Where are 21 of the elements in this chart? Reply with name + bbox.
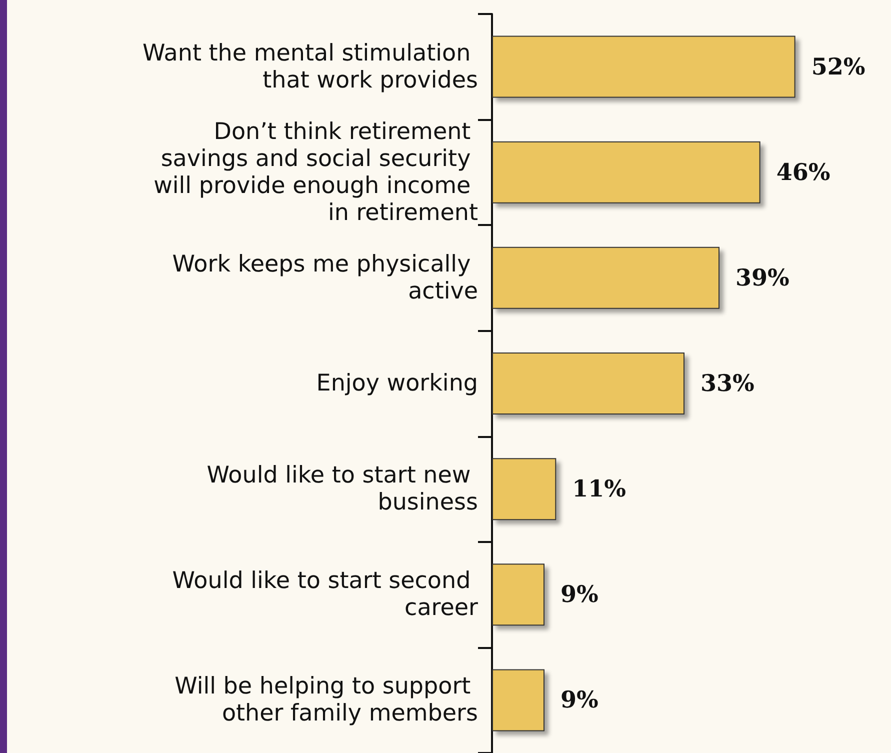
y-tick-label: Work keeps me physically active bbox=[172, 251, 478, 304]
data-label: 9% bbox=[560, 686, 599, 714]
bar bbox=[492, 458, 556, 520]
data-label: 39% bbox=[736, 264, 790, 292]
bar bbox=[492, 352, 684, 414]
data-label: 33% bbox=[700, 370, 755, 397]
bar bbox=[492, 246, 720, 309]
data-label: 9% bbox=[560, 581, 599, 608]
y-tick-label: Enjoy working bbox=[316, 370, 478, 396]
bar bbox=[492, 141, 760, 204]
data-label: 46% bbox=[776, 158, 830, 186]
y-tick-label: Will be helping to support other family members bbox=[174, 674, 478, 727]
y-tick-label: Would like to start new business bbox=[206, 462, 478, 516]
bar bbox=[492, 669, 544, 732]
y-tick-label: Would like to start second career bbox=[172, 568, 479, 622]
y-tick-label: Don’t think retirement savings and social security will provide enough income in retirement bbox=[154, 118, 478, 226]
data-label: 11% bbox=[572, 476, 626, 503]
bar bbox=[492, 564, 544, 626]
bar bbox=[492, 36, 796, 98]
data-label: 52% bbox=[811, 53, 866, 80]
y-tick-label: Want the mental stimulation that work provides bbox=[142, 40, 478, 94]
